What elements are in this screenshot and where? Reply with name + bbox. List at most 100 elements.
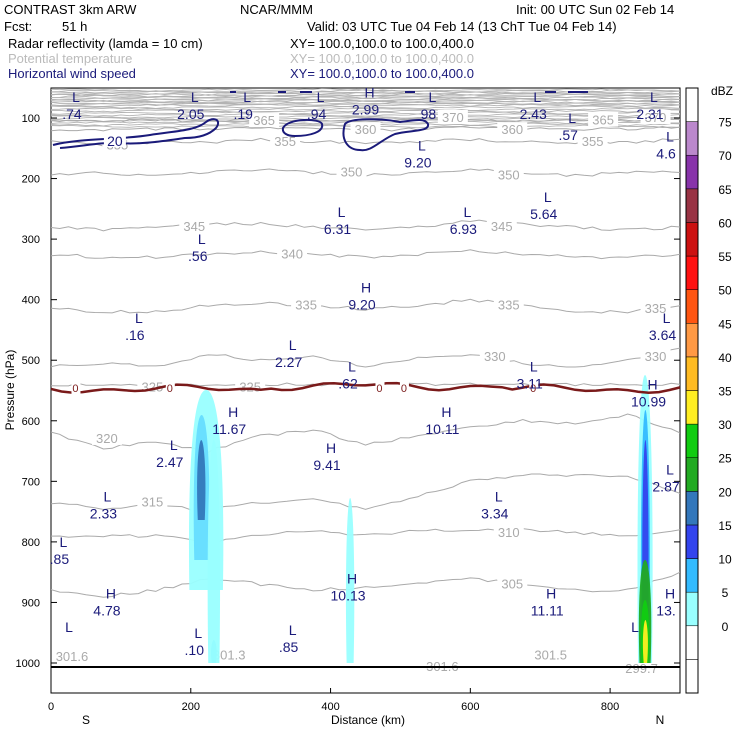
x-tick-label: 200 (182, 701, 200, 713)
theta-label-bg (497, 576, 528, 591)
reflectivity-cell (345, 498, 355, 663)
theta-label-bg (479, 349, 510, 364)
extremum-value: 11.11 (531, 602, 564, 618)
theta-label-bg (249, 113, 280, 128)
theta-label-bg (493, 167, 524, 182)
theta-contour-365 (51, 118, 680, 123)
south-label: S (82, 713, 90, 727)
extremum-value: 6.31 (324, 221, 351, 237)
theta-label-bg (493, 297, 524, 312)
extremum-value: .19 (233, 106, 253, 122)
theta-label: 305 (501, 576, 523, 591)
theta-label: 301.5 (534, 648, 567, 663)
theta-dense-line (51, 96, 680, 100)
freezing-label-bg (399, 382, 409, 394)
x-tick-label: 800 (601, 701, 619, 713)
freezing-label-bg (375, 382, 385, 394)
colorbar-label: 30 (718, 418, 732, 432)
x-axis-label: Distance (km) (331, 713, 405, 727)
theta-label: 370 (645, 110, 667, 125)
theta-label-bg (214, 647, 245, 662)
extremum-type: L (104, 489, 112, 505)
wind-label-bg (103, 133, 126, 147)
field-theta-xy: XY= 100.0,100.0 to 100.0,400.0 (290, 51, 474, 66)
forecast-hours: 51 h (62, 19, 88, 34)
extremum-value: 3.34 (481, 506, 508, 522)
colorbar-swatch (685, 524, 699, 559)
theta-label-bg (270, 134, 301, 149)
y-tick-label: 700 (22, 476, 40, 488)
extremum-type: L (65, 619, 73, 635)
theta-label: 335 (295, 298, 317, 313)
y-tick-label: 200 (22, 174, 40, 186)
theta-label: 301.6 (56, 649, 89, 664)
x-tick-label: 600 (461, 701, 479, 713)
theta-dense-line (51, 107, 680, 111)
colorbar-swatch (685, 390, 699, 425)
theta-label-bg (56, 648, 87, 663)
theta-label: 360 (355, 122, 377, 137)
y-axis-label: Pressure (hPa) (3, 350, 17, 431)
freezing-level-label: 0 (376, 383, 382, 395)
theta-label: 299.7 (625, 661, 658, 676)
theta-label: 325 (239, 379, 261, 394)
extremum-type: H (106, 585, 116, 601)
extremum-value: 9.20 (404, 154, 431, 170)
theta-contour-310 (51, 528, 680, 544)
theta-label-bg (588, 112, 619, 127)
theta-contours: 3203153153103053253253303303353353353403… (51, 110, 680, 676)
colorbar-swatch (685, 457, 699, 492)
theta-label: 330 (645, 349, 667, 364)
colorbar-label: 60 (718, 216, 732, 230)
init-time: Init: 00 UTC Sun 02 Feb 14 (516, 2, 675, 17)
theta-label: 345 (183, 219, 205, 234)
theta-label: 360 (501, 122, 523, 137)
freezing-level-line (51, 381, 680, 394)
extremum-type: H (347, 570, 357, 586)
extremum-value: 4.6 (656, 145, 676, 161)
extremum-value: 2.31 (636, 106, 663, 122)
extremum-type: L (429, 89, 437, 105)
extremum-value: .94 (307, 106, 327, 122)
wind-contour (281, 118, 324, 138)
reflectivity-cell (207, 440, 221, 663)
field-theta: Potential temperature (8, 51, 133, 66)
extremum-type: L (59, 534, 67, 550)
y-tick-label: 300 (22, 234, 40, 246)
theta-label-bg (640, 110, 671, 124)
theta-label: 355 (274, 134, 296, 149)
field-reflectivity-xy: XY= 100.0,100.0 to 100.0,400.0 (290, 36, 474, 51)
extremum-type: L (418, 137, 426, 153)
extremum-type: L (194, 625, 202, 641)
theta-dense-line (51, 113, 680, 117)
colorbar-swatch (685, 356, 699, 391)
theta-label: 340 (281, 246, 303, 261)
theta-label-bg (91, 430, 122, 445)
theta-label-bg (291, 297, 322, 312)
extremum-value: 2.43 (520, 106, 547, 122)
extremum-type: L (289, 622, 297, 638)
theta-label: 335 (645, 301, 667, 316)
north-label: N (656, 713, 665, 727)
theta-label-bg (277, 246, 308, 261)
theta-dense-line (51, 116, 680, 121)
colorbar-label: 70 (718, 149, 732, 163)
colorbar-label: 65 (718, 183, 732, 197)
extremum-type: L (663, 310, 671, 326)
extremum-type: H (546, 585, 556, 601)
extremum-type: L (544, 189, 552, 205)
theta-label: 365 (592, 112, 614, 127)
colorbar-swatch (685, 591, 699, 627)
theta-label-bg (179, 219, 210, 233)
theta-label-bg (486, 219, 517, 233)
forecast-label: Fcst: (4, 19, 33, 34)
extremum-type: L (463, 204, 471, 220)
extremum-type: L (568, 110, 576, 126)
extremum-type: H (326, 440, 336, 456)
extremum-value: 4.78 (93, 602, 120, 618)
extremum-value: 5.64 (530, 206, 557, 222)
extremum-value: 2.47 (156, 454, 183, 470)
extremum-type: L (243, 89, 251, 105)
extremum-type: L (198, 231, 206, 247)
